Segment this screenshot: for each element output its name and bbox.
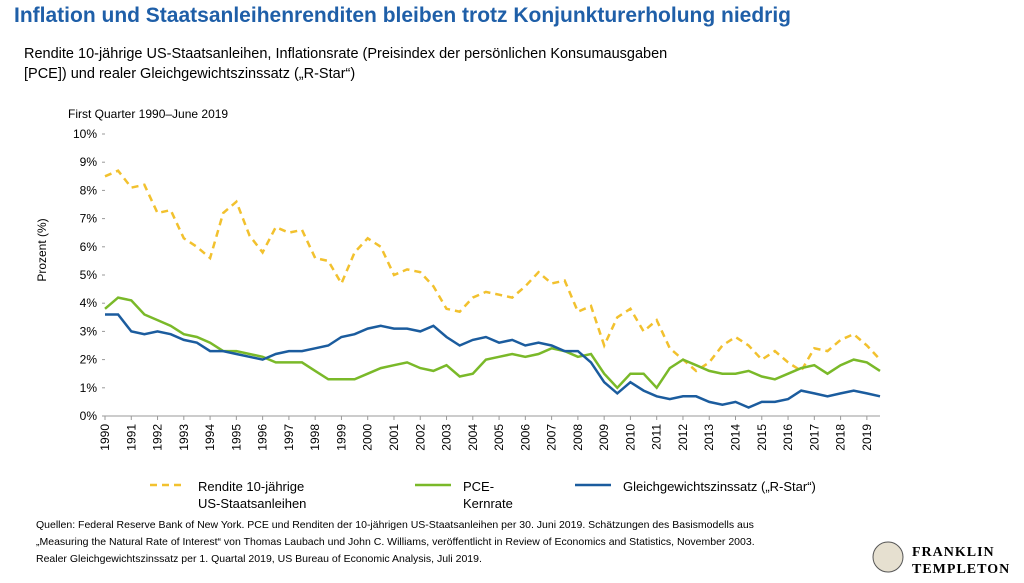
source: „Measuring the Natural Rate of Interest“… [36, 536, 755, 548]
x-tick-label: 2018 [834, 424, 848, 451]
x-tick-label: 1998 [308, 424, 322, 451]
x-tick-label: 2008 [571, 424, 585, 451]
y-tick-label: 4% [80, 296, 98, 310]
y-tick-label: 5% [80, 268, 98, 282]
x-tick-label: 2012 [676, 424, 690, 451]
y-tick-label: 1% [80, 381, 98, 395]
y-axis-label: Prozent (%) [35, 218, 49, 281]
x-tick-label: 2011 [650, 424, 664, 450]
series-line [104, 296, 881, 390]
x-tick-label: 2002 [413, 424, 427, 451]
x-tick-label: 2004 [466, 424, 480, 451]
y-tick-label: 6% [80, 240, 98, 254]
source: Realer Gleichgewichtszinssatz per 1. Qua… [36, 553, 482, 565]
y-tick-label: 8% [80, 183, 98, 197]
x-tick-label: 1994 [203, 424, 217, 451]
x-tick-label: 2006 [518, 424, 532, 451]
y-tick-label: 10% [73, 127, 97, 141]
logo-emblem [872, 541, 904, 573]
x-tick-label: 2014 [729, 424, 743, 451]
x-tick-label: 2017 [807, 424, 821, 451]
legend-label: Gleichgewichtszinssatz („R-Star“) [623, 479, 816, 494]
x-tick-label: 2003 [440, 424, 454, 451]
legend-item: Rendite 10-jährige US-Staatsanleihen [150, 478, 330, 512]
x-tick-label: 1997 [282, 424, 296, 451]
logo: FRANKLIN [912, 545, 995, 560]
period: First Quarter 1990–June 2019 [68, 107, 228, 121]
subtitle: [PCE]) und realer Gleichgewichtszinssatz… [24, 66, 355, 82]
x-tick-label: 2001 [387, 424, 401, 451]
x-tick-label: 1995 [229, 424, 243, 451]
x-tick-label: 2000 [361, 424, 375, 451]
legend-swatch [575, 483, 611, 487]
logo: TEMPLETON [912, 562, 1010, 577]
series-line [104, 169, 881, 373]
x-tick-label: 2013 [702, 424, 716, 451]
x-tick-label: 1993 [177, 424, 191, 451]
y-tick-label: 7% [80, 212, 98, 226]
y-tick-label: 3% [80, 324, 98, 338]
subtitle: Rendite 10-jährige US-Staatsanleihen, In… [24, 46, 667, 62]
x-tick-label: 2016 [781, 424, 795, 451]
y-tick-label: 0% [80, 409, 98, 423]
legend-item: PCE-Kernrate [415, 478, 513, 512]
y-tick-label: 2% [80, 353, 98, 367]
x-tick-label: 1990 [98, 424, 112, 451]
y-tick-label: 9% [80, 155, 98, 169]
source: Quellen: Federal Reserve Bank of New Yor… [36, 519, 754, 531]
legend-swatch [415, 483, 451, 487]
x-tick-label: 2005 [492, 424, 506, 451]
x-tick-label: 1992 [151, 424, 165, 451]
x-tick-label: 2009 [597, 424, 611, 451]
x-tick-label: 1999 [334, 424, 348, 451]
x-tick-label: 2015 [755, 424, 769, 451]
x-tick-label: 2007 [545, 424, 559, 451]
legend-label: Rendite 10-jährige US-Staatsanleihen [198, 479, 307, 511]
legend-swatch [150, 483, 186, 487]
x-tick-label: 2010 [623, 424, 637, 451]
chart-title: Inflation und Staatsanleihenrenditen ble… [14, 4, 791, 27]
x-tick-label: 1996 [256, 424, 270, 451]
legend-item: Gleichgewichtszinssatz („R-Star“) [575, 478, 855, 495]
x-tick-label: 1991 [124, 424, 138, 451]
legend-label: PCE-Kernrate [463, 479, 513, 511]
x-tick-label: 2019 [860, 424, 874, 451]
series-line [105, 313, 881, 409]
